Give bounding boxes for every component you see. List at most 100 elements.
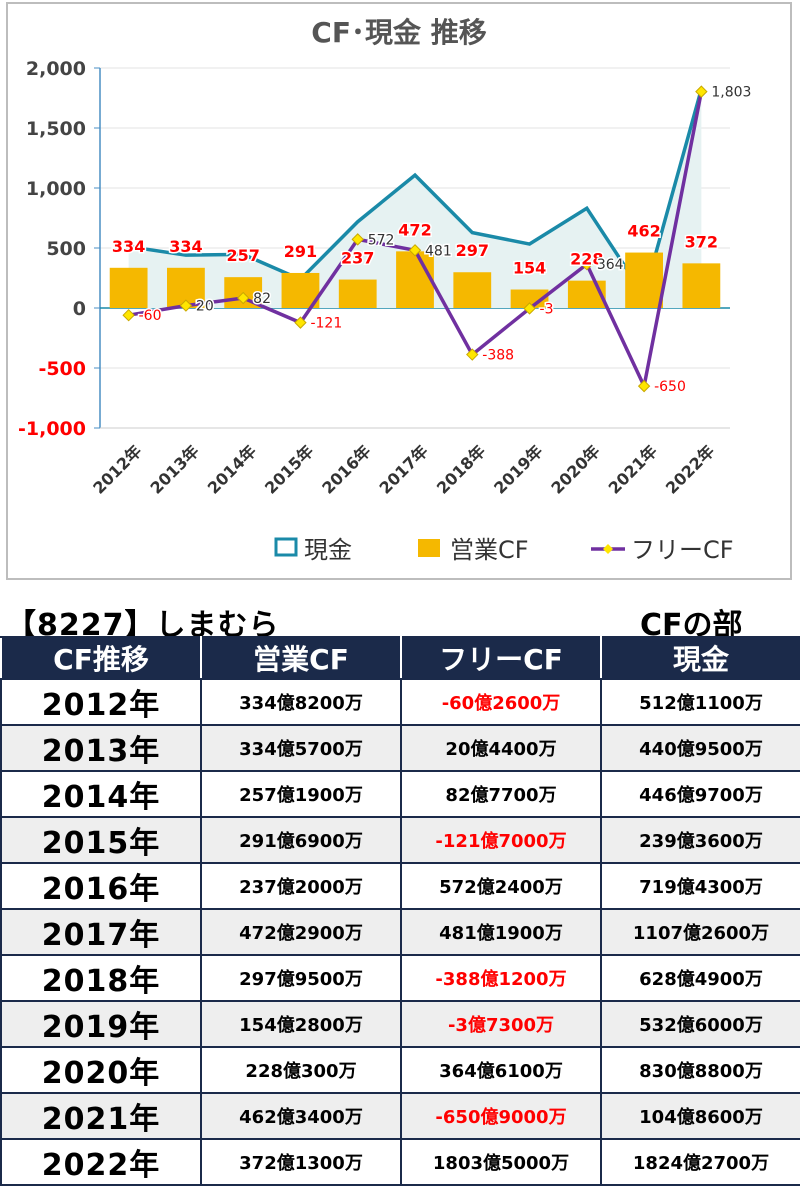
free-cf-data-label: 481 <box>425 243 452 259</box>
y-tick-label: 1,500 <box>26 118 86 140</box>
cash-cell: 628億4900万 <box>600 954 800 1002</box>
operating-cf-data-label: 228 <box>570 250 603 269</box>
header-free-cf: フリーCF <box>400 636 602 680</box>
x-tick-label: 2020年 <box>547 441 603 497</box>
year-cell: 2020年 <box>0 1046 202 1094</box>
chart-panel: CF･現金 推移 -1,000 -500 0 500 1,000 1,500 2,000 334… <box>6 2 792 580</box>
year-cell: 2016年 <box>0 862 202 910</box>
free-cf-data-label: 572 <box>368 232 395 248</box>
operating-cf-cell: 257億1900万 <box>200 770 402 818</box>
table-row: 2021年 462億3400万 -650億9000万 104億8600万 <box>0 1092 800 1140</box>
cash-cell: 446億9700万 <box>600 770 800 818</box>
x-tick-label: 2013年 <box>146 441 202 497</box>
cash-cell: 104億8600万 <box>600 1092 800 1140</box>
table-row: 2012年 334億8200万 -60億2600万 512億1100万 <box>0 678 800 726</box>
free-cf-point <box>179 299 193 312</box>
table-header-row: CF推移 営業CF フリーCF 現金 <box>0 636 800 680</box>
free-cf-cell: -60億2600万 <box>400 678 602 726</box>
cash-cell: 830億8800万 <box>600 1046 800 1094</box>
operating-cf-cell: 372億1300万 <box>200 1138 402 1186</box>
operating-cf-cell: 237億2000万 <box>200 862 402 910</box>
operating-cf-data-label: 372 <box>685 232 718 251</box>
legend-free-cf-label: フリーCF <box>631 536 734 564</box>
legend-free-cf-marker <box>603 544 613 554</box>
operating-cf-cell: 334億8200万 <box>200 678 402 726</box>
free-cf-cell: 481億1900万 <box>400 908 602 956</box>
legend-cash-label: 現金 <box>304 536 352 564</box>
free-cf-point <box>408 244 422 257</box>
free-cf-cell: -388億1200万 <box>400 954 602 1002</box>
free-cf-data-label: -3 <box>540 301 554 317</box>
table-body: 2012年 334億8200万 -60億2600万 512億1100万 2013年 334… <box>0 678 800 1186</box>
cash-cell: 440億9500万 <box>600 724 800 772</box>
x-tick-label: 2022年 <box>662 441 718 497</box>
free-cf-data-label: -60 <box>139 308 162 324</box>
operating-cf-bar <box>109 267 148 308</box>
cash-cell: 1107億2600万 <box>600 908 800 956</box>
y-tick-label: 2,000 <box>26 58 86 80</box>
x-tick-label: 2012年 <box>89 441 145 497</box>
cash-area <box>128 89 702 309</box>
free-cf-point <box>294 316 307 329</box>
operating-cf-data-label: 291 <box>284 242 317 261</box>
free-cf-point <box>466 348 479 361</box>
cash-cell: 239億3600万 <box>600 816 800 864</box>
free-cf-point <box>122 308 135 322</box>
free-cf-cell: 1803億5000万 <box>400 1138 602 1186</box>
free-cf-cell: 82億7700万 <box>400 770 602 818</box>
operating-cf-bar <box>682 263 721 308</box>
year-cell: 2018年 <box>0 954 202 1002</box>
year-cell: 2012年 <box>0 678 202 726</box>
cash-cell: 532億6000万 <box>600 1000 800 1048</box>
table-row: 2019年 154億2800万 -3億7300万 532億6000万 <box>0 1000 800 1048</box>
x-tick-label: 2018年 <box>433 441 489 497</box>
free-cf-data-label: 364 <box>597 257 624 273</box>
operating-cf-data-label: 237 <box>341 249 374 268</box>
cash-cell: 512億1100万 <box>600 678 800 726</box>
free-cf-cell: -650億9000万 <box>400 1092 602 1140</box>
cf-table: CF推移 営業CF フリーCF 現金 2012年 334億8200万 -60億260… <box>0 636 800 1186</box>
operating-cf-cell: 297億9500万 <box>200 954 402 1002</box>
free-cf-point <box>637 379 651 393</box>
operating-cf-data-label: 154 <box>513 259 546 278</box>
cash-line <box>128 88 704 300</box>
header-operating-cf: 営業CF <box>200 636 402 680</box>
operating-cf-data-label: 334 <box>112 237 145 256</box>
free-cf-cell: -3億7300万 <box>400 1000 602 1048</box>
table-row: 2014年 257億1900万 82億7700万 446億9700万 <box>0 770 800 818</box>
table-row: 2015年 291億6900万 -121億7000万 239億3600万 <box>0 816 800 864</box>
free-cf-point <box>236 291 250 305</box>
x-tick-label: 2019年 <box>490 441 546 497</box>
free-cf-point <box>523 302 536 315</box>
operating-cf-data-label: 297 <box>456 241 489 260</box>
free-cf-cell: 20億4400万 <box>400 724 602 772</box>
free-cf-point <box>695 85 708 98</box>
legend-cash-swatch <box>274 537 298 557</box>
operating-cf-cell: 228億300万 <box>200 1046 402 1094</box>
header-cf-trend: CF推移 <box>0 636 202 680</box>
table-row: 2018年 297億9500万 -388億1200万 628億4900万 <box>0 954 800 1002</box>
year-cell: 2014年 <box>0 770 202 818</box>
x-tick-label: 2021年 <box>605 441 661 497</box>
operating-cf-data-label: 472 <box>398 220 431 239</box>
year-cell: 2017年 <box>0 908 202 956</box>
free-cf-data-label: 1,803 <box>711 85 751 101</box>
y-tick-label: 500 <box>46 238 86 260</box>
table-row: 2017年 472億2900万 481億1900万 1107億2600万 <box>0 908 800 956</box>
free-cf-cell: 364億6100万 <box>400 1046 602 1094</box>
year-cell: 2015年 <box>0 816 202 864</box>
operating-cf-cell: 334億5700万 <box>200 724 402 772</box>
operating-cf-bar <box>625 252 663 308</box>
legend-operating-cf-label: 営業CF <box>450 536 529 564</box>
operating-cf-data-label: 257 <box>226 246 259 265</box>
operating-cf-cell: 462億3400万 <box>200 1092 402 1140</box>
table-row: 2020年 228億300万 364億6100万 830億8800万 <box>0 1046 800 1094</box>
cf-cash-chart: CF･現金 推移 -1,000 -500 0 500 1,000 1,500 2,000 334… <box>18 16 753 564</box>
year-cell: 2022年 <box>0 1138 202 1186</box>
table-row: 2016年 237億2000万 572億2400万 719億4300万 <box>0 862 800 910</box>
free-cf-data-label: -388 <box>482 348 514 364</box>
table-row: 2013年 334億5700万 20億4400万 440億9500万 <box>0 724 800 772</box>
operating-cf-bar <box>396 251 434 308</box>
operating-cf-bar <box>453 272 492 308</box>
year-cell: 2021年 <box>0 1092 202 1140</box>
